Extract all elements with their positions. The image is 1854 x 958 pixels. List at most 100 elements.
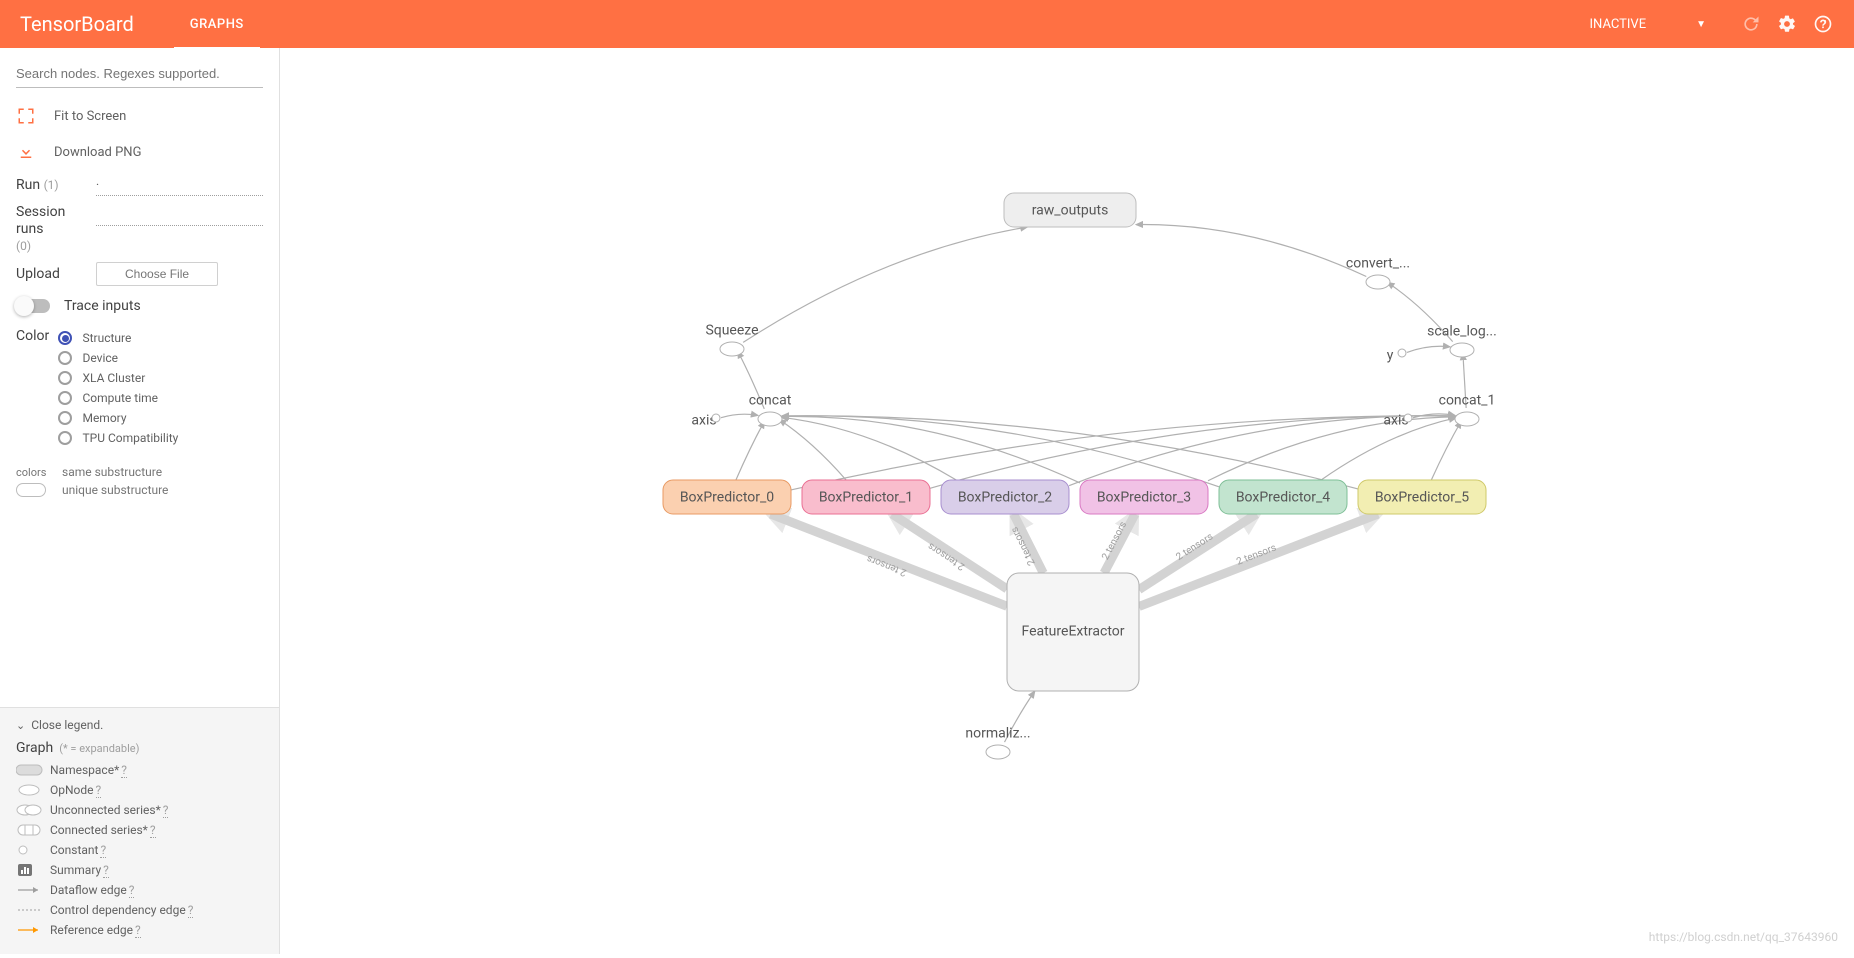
- color-radio-xla-cluster[interactable]: XLA Cluster: [58, 368, 178, 388]
- color-legend: colors same substructure unique substruct…: [0, 459, 279, 509]
- refresh-icon[interactable]: [1740, 13, 1762, 35]
- close-legend-label: Close legend.: [31, 718, 103, 732]
- legend-item-label: Reference edge: [50, 923, 133, 937]
- run-selector[interactable]: INACTIVE ▼: [1590, 17, 1706, 32]
- radio-label: Structure: [82, 331, 131, 345]
- legend-item-label: Control dependency edge: [50, 903, 186, 917]
- node-normaliz[interactable]: normaliz...: [965, 726, 1030, 759]
- node-bp1[interactable]: BoxPredictor_1: [802, 480, 930, 514]
- node-concat_1[interactable]: concat_1: [1439, 393, 1496, 426]
- color-radio-compute-time[interactable]: Compute time: [58, 388, 178, 408]
- legend-title: Graph: [16, 740, 53, 756]
- legend-item-reference: Reference edge?: [16, 920, 263, 940]
- fit-screen-icon: [16, 106, 36, 126]
- watermark-text: https://blog.csdn.net/qq_37643960: [1649, 930, 1838, 944]
- edge-bp0-concat_1: [791, 416, 1455, 490]
- radio-icon: [58, 411, 72, 425]
- node-concat[interactable]: concat: [749, 393, 792, 426]
- node-squeeze[interactable]: Squeeze: [705, 323, 758, 356]
- edge-bp3-concat: [782, 416, 1080, 483]
- node-label: normaliz...: [965, 726, 1030, 742]
- node-label: BoxPredictor_5: [1375, 490, 1469, 506]
- node-label: BoxPredictor_0: [680, 490, 774, 506]
- help-icon[interactable]: ?: [121, 763, 127, 778]
- control-icon: [16, 902, 50, 918]
- node-label: FeatureExtractor: [1021, 624, 1124, 640]
- node-bp4[interactable]: BoxPredictor_4: [1219, 480, 1347, 514]
- legend-item-label: Namespace*: [50, 763, 119, 777]
- node-convert[interactable]: convert_...: [1346, 256, 1410, 289]
- node-bp5[interactable]: BoxPredictor_5: [1358, 480, 1486, 514]
- fit-to-screen-button[interactable]: Fit to Screen: [0, 98, 279, 134]
- legend-item-label: Connected series*: [50, 823, 148, 837]
- help-icon[interactable]: ?: [96, 783, 102, 798]
- node-y_const[interactable]: y: [1387, 348, 1406, 364]
- legend-item-unconnected: Unconnected series*?: [16, 800, 263, 820]
- node-label: concat_1: [1439, 393, 1496, 409]
- constant-icon: [16, 842, 50, 858]
- tab-graphs[interactable]: GRAPHS: [174, 2, 260, 50]
- color-radio-tpu-compatibility[interactable]: TPU Compatibility: [58, 428, 178, 448]
- radio-label: Memory: [82, 411, 126, 425]
- node-axis_r[interactable]: axis: [1383, 413, 1412, 429]
- sidebar: Fit to Screen Download PNG Run (1) . Ses…: [0, 48, 280, 954]
- node-bp2[interactable]: BoxPredictor_2: [941, 480, 1069, 514]
- node-label: y: [1387, 348, 1394, 364]
- help-icon[interactable]: ?: [100, 843, 106, 858]
- edge-bp3-concat_1: [1208, 417, 1455, 481]
- download-icon: [16, 142, 36, 162]
- legend-item-control: Control dependency edge?: [16, 900, 263, 920]
- legend-item-label: OpNode: [50, 783, 94, 797]
- gear-icon[interactable]: [1776, 13, 1798, 35]
- node-label: convert_...: [1346, 256, 1410, 272]
- run-select[interactable]: .: [96, 174, 263, 196]
- legend-item-summary: Summary?: [16, 860, 263, 880]
- color-radio-device[interactable]: Device: [58, 348, 178, 368]
- node-label: BoxPredictor_3: [1097, 490, 1191, 506]
- trace-inputs-toggle[interactable]: [16, 299, 50, 313]
- legend-item-dataflow: Dataflow edge?: [16, 880, 263, 900]
- node-bp0[interactable]: BoxPredictor_0: [663, 480, 791, 514]
- trace-inputs-label: Trace inputs: [64, 298, 141, 314]
- legend-item-label: Summary: [50, 863, 101, 877]
- chevron-down-icon: ⌄: [16, 719, 25, 732]
- node-label: concat: [749, 393, 792, 409]
- node-scale_log[interactable]: scale_log...: [1427, 324, 1497, 357]
- unique-substructure-label: unique substructure: [62, 483, 168, 497]
- color-radio-memory[interactable]: Memory: [58, 408, 178, 428]
- help-icon[interactable]: [1812, 13, 1834, 35]
- same-substructure-label: same substructure: [62, 465, 162, 479]
- color-radio-structure[interactable]: Structure: [58, 328, 178, 348]
- help-icon[interactable]: ?: [188, 903, 194, 918]
- node-feature[interactable]: FeatureExtractor: [1007, 573, 1139, 691]
- help-icon[interactable]: ?: [135, 923, 141, 938]
- help-icon[interactable]: ?: [103, 863, 109, 878]
- radio-label: XLA Cluster: [82, 371, 145, 385]
- download-png-button[interactable]: Download PNG: [0, 134, 279, 170]
- upload-label: Upload: [16, 266, 96, 282]
- edge-bp5-concat_1: [1431, 421, 1461, 480]
- connected-icon: [16, 822, 50, 838]
- node-label: BoxPredictor_2: [958, 490, 1052, 506]
- graph-canvas[interactable]: 2 tensors2 tensors2 tensors2 tensors2 te…: [280, 48, 1854, 954]
- legend-item-connected: Connected series*?: [16, 820, 263, 840]
- node-bp3[interactable]: BoxPredictor_3: [1080, 480, 1208, 514]
- help-icon[interactable]: ?: [150, 823, 156, 838]
- help-icon[interactable]: ?: [163, 803, 169, 818]
- close-legend-button[interactable]: ⌄ Close legend.: [16, 718, 263, 732]
- legend-item-label: Dataflow edge: [50, 883, 127, 897]
- help-icon[interactable]: ?: [129, 883, 135, 898]
- reference-icon: [16, 922, 50, 938]
- radio-label: Device: [82, 351, 118, 365]
- session-select[interactable]: [96, 204, 263, 226]
- node-label: BoxPredictor_1: [819, 490, 913, 506]
- colors-title: colors: [16, 466, 48, 479]
- node-axis_l[interactable]: axis: [691, 413, 720, 429]
- search-input[interactable]: [16, 62, 263, 88]
- choose-file-button[interactable]: Choose File: [96, 262, 218, 286]
- node-label: Squeeze: [705, 323, 758, 339]
- download-png-label: Download PNG: [54, 145, 141, 160]
- edge-squeeze-raw_outputs: [743, 227, 1027, 342]
- node-raw_outputs[interactable]: raw_outputs: [1004, 193, 1136, 227]
- color-label: Color: [16, 328, 49, 344]
